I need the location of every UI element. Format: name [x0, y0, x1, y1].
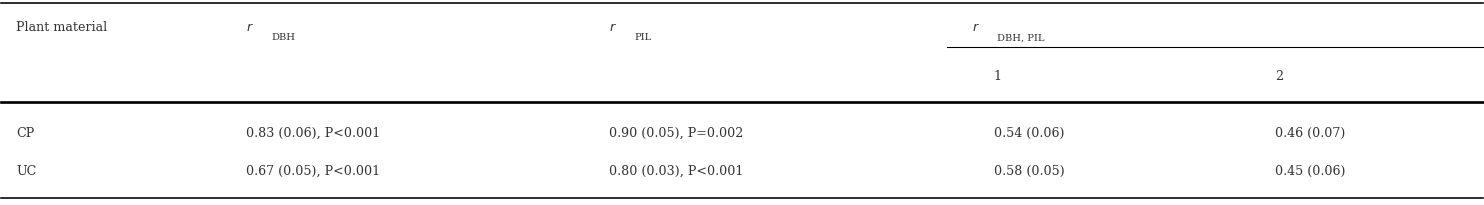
Text: PIL: PIL	[634, 33, 651, 42]
Text: CP: CP	[16, 126, 34, 139]
Text: 0.80 (0.03), P<0.001: 0.80 (0.03), P<0.001	[608, 165, 743, 178]
Text: 0.67 (0.05), P<0.001: 0.67 (0.05), P<0.001	[246, 165, 380, 178]
Text: 0.45 (0.06): 0.45 (0.06)	[1275, 165, 1346, 178]
Text: 0.46 (0.07): 0.46 (0.07)	[1275, 126, 1346, 139]
Text: $r$: $r$	[608, 21, 616, 34]
Text: 2: 2	[1275, 70, 1284, 83]
Text: Plant material: Plant material	[16, 21, 107, 34]
Text: 0.54 (0.06): 0.54 (0.06)	[994, 126, 1064, 139]
Text: 0.58 (0.05): 0.58 (0.05)	[994, 165, 1064, 178]
Text: 0.90 (0.05), P=0.002: 0.90 (0.05), P=0.002	[608, 126, 743, 139]
Text: 1: 1	[994, 70, 1002, 83]
Text: $r$: $r$	[972, 21, 979, 34]
Text: DBH: DBH	[272, 33, 295, 42]
Text: DBH, PIL: DBH, PIL	[997, 33, 1045, 42]
Text: $r$: $r$	[246, 21, 254, 34]
Text: UC: UC	[16, 165, 37, 178]
Text: 0.83 (0.06), P<0.001: 0.83 (0.06), P<0.001	[246, 126, 380, 139]
